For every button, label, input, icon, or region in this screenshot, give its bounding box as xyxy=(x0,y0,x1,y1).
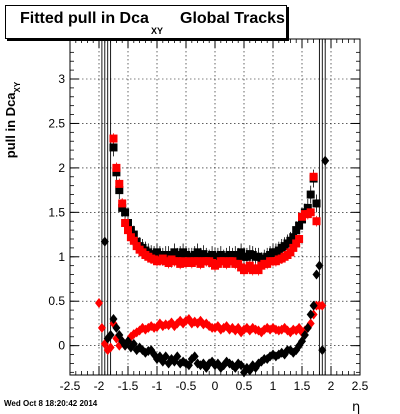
x-axis-label: η xyxy=(352,400,360,414)
red-lower-point xyxy=(106,342,115,353)
black-lower-point xyxy=(315,260,324,271)
x-tick-labels: -2.5 -2 -1.5 -1 -0.5 0 0.5 1 1.5 2 2.5 xyxy=(60,379,369,393)
x-tick-label: -2.5 xyxy=(60,379,81,393)
y-tick-label: 0 xyxy=(58,339,65,353)
black-lower-point xyxy=(309,300,318,311)
red-upper-point xyxy=(312,217,321,226)
x-tick-label: -1 xyxy=(152,379,163,393)
black-lower-point xyxy=(100,236,109,247)
black-upper-point xyxy=(118,203,127,212)
y-tick-label: 3 xyxy=(58,72,65,86)
black-lower-point xyxy=(173,351,182,362)
black-upper-point xyxy=(115,186,124,195)
x-tick-label: 1 xyxy=(270,379,277,393)
title-box: Fitted pull in Dca XY Global Tracks xyxy=(5,5,287,39)
timestamp: Wed Oct 8 18:20:42 2014 xyxy=(4,399,98,408)
y-tick-label: 2.5 xyxy=(48,116,65,130)
black-upper-point xyxy=(109,143,118,152)
red-upper-point xyxy=(112,163,121,172)
red-upper-point xyxy=(309,172,318,181)
black-upper-point xyxy=(303,203,312,212)
red-upper-point xyxy=(115,179,124,188)
x-tick-label: 0 xyxy=(212,379,219,393)
x-tick-label: 1.5 xyxy=(294,379,311,393)
black-upper-point xyxy=(237,248,246,257)
red-upper-point xyxy=(289,243,298,252)
red-upper-point xyxy=(129,236,138,245)
black-lower-point xyxy=(121,340,130,351)
red-upper-point xyxy=(121,219,130,227)
red-lower-point xyxy=(248,322,257,333)
black-lower-point xyxy=(190,351,199,362)
red-lower-point xyxy=(318,300,327,311)
red-upper-point xyxy=(109,134,118,143)
black-upper-point xyxy=(289,233,298,242)
black-upper-point xyxy=(292,226,301,235)
y-tick-labels: 0 0.5 1 1.5 2 2.5 3 xyxy=(48,72,65,353)
x-tick-label: 0.5 xyxy=(236,379,253,393)
black-lower-point xyxy=(321,155,330,166)
black-upper-point xyxy=(312,199,321,208)
black-lower-point xyxy=(318,345,327,356)
black-lower-point xyxy=(312,269,321,280)
red-lower-point xyxy=(97,322,106,333)
x-tick-label: 2.5 xyxy=(352,379,369,393)
black-upper-point xyxy=(306,190,315,199)
y-axis-label: pull in DcaXY xyxy=(3,81,22,158)
data-points xyxy=(95,134,330,378)
red-upper-point xyxy=(306,208,315,217)
black-lower-point xyxy=(303,322,312,333)
red-lower-point xyxy=(95,298,103,308)
red-upper-point xyxy=(254,266,263,275)
black-lower-point xyxy=(109,314,118,324)
red-upper-point xyxy=(292,239,301,248)
chart-title-main: Fitted pull in Dca xyxy=(20,10,149,27)
black-lower-point xyxy=(106,330,115,340)
black-lower-point xyxy=(300,330,309,340)
black-upper-point xyxy=(295,221,304,230)
black-upper-point xyxy=(234,252,243,261)
x-tick-label: -1.5 xyxy=(118,379,139,393)
black-upper-point xyxy=(121,208,130,217)
red-upper-point xyxy=(245,261,254,270)
red-upper-point xyxy=(124,226,132,235)
black-upper-point xyxy=(254,252,263,261)
black-lower-point xyxy=(112,322,121,333)
red-upper-point xyxy=(118,199,127,208)
x-tick-label: -2 xyxy=(94,379,105,393)
chart-title-rest: Global Tracks xyxy=(180,10,285,27)
red-upper-point xyxy=(295,235,304,243)
axis-ticks xyxy=(69,39,361,375)
black-lower-point xyxy=(248,360,257,371)
red-upper-point xyxy=(286,248,295,257)
black-lower-point xyxy=(306,309,315,320)
y-axis-label-main: pull in Dca xyxy=(3,92,18,159)
grid-lines xyxy=(70,39,360,375)
chart-title-subscript: XY xyxy=(151,26,164,36)
y-axis-label-sub: XY xyxy=(13,81,22,92)
x-tick-label: 2 xyxy=(328,379,335,393)
y-tick-label: 0.5 xyxy=(48,294,65,308)
black-upper-point xyxy=(193,248,202,257)
black-upper-point xyxy=(112,168,121,177)
x-tick-label: -0.5 xyxy=(176,379,197,393)
black-upper-point xyxy=(170,248,179,257)
y-tick-label: 1 xyxy=(58,250,65,264)
y-tick-label: 2 xyxy=(58,161,65,175)
y-tick-label: 1.5 xyxy=(48,205,65,219)
